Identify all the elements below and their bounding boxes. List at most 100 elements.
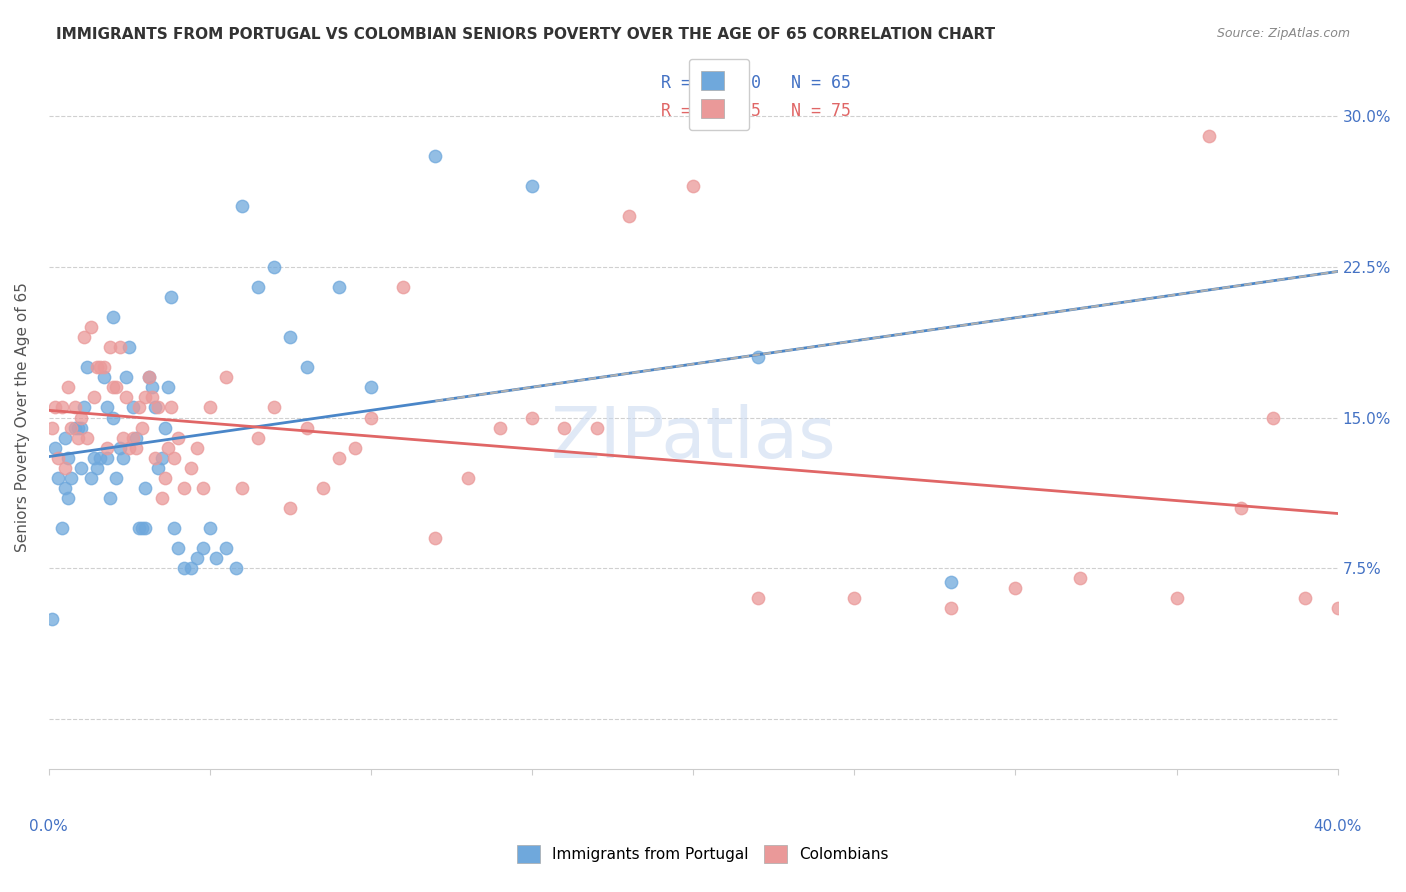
Point [131, 420, 153, 434]
Point [118, 340, 141, 354]
Point [844, 591, 866, 606]
Point [425, 149, 447, 163]
Point [148, 401, 170, 415]
Point [138, 370, 160, 384]
Point [53, 431, 76, 445]
Point [83, 450, 105, 465]
Point [747, 591, 769, 606]
Point [153, 471, 176, 485]
Point [939, 575, 962, 590]
Point [150, 491, 173, 505]
Point [1166, 591, 1188, 606]
Point [1198, 129, 1220, 144]
Point [96, 450, 118, 465]
Point [111, 431, 134, 445]
Point [53, 460, 76, 475]
Point [63, 420, 86, 434]
Point [328, 280, 350, 294]
Point [553, 420, 575, 434]
Point [141, 380, 163, 394]
Point [231, 199, 253, 213]
Point [193, 541, 215, 556]
Point [747, 350, 769, 364]
Point [1294, 591, 1316, 606]
Point [247, 280, 270, 294]
Point [98, 491, 121, 505]
Point [153, 420, 176, 434]
Point [83, 391, 105, 405]
Point [93, 370, 115, 384]
Point [51, 521, 73, 535]
Point [489, 420, 512, 434]
Text: R = -0.015   N = 75: R = -0.015 N = 75 [661, 103, 851, 120]
Point [186, 551, 208, 566]
Point [125, 441, 148, 455]
Point [98, 340, 121, 354]
Point [79, 320, 101, 334]
Point [193, 481, 215, 495]
Point [939, 601, 962, 615]
Legend: Immigrants from Portugal, Colombians: Immigrants from Portugal, Colombians [505, 832, 901, 875]
Point [1004, 582, 1026, 596]
Point [263, 260, 285, 274]
Point [48, 450, 70, 465]
Point [186, 441, 208, 455]
Point [60, 471, 83, 485]
Point [173, 481, 195, 495]
Point [96, 401, 118, 415]
Point [1069, 571, 1091, 585]
Point [56, 491, 79, 505]
Point [141, 391, 163, 405]
Point [118, 441, 141, 455]
Point [295, 420, 318, 434]
Point [53, 481, 76, 495]
Point [89, 450, 111, 465]
Point [70, 420, 93, 434]
Point [225, 561, 247, 575]
Point [86, 460, 108, 475]
Point [280, 500, 302, 515]
Point [425, 531, 447, 545]
Point [143, 450, 166, 465]
Point [93, 360, 115, 375]
Point [166, 431, 188, 445]
Point [86, 360, 108, 375]
Point [128, 521, 150, 535]
Point [131, 521, 153, 535]
Text: IMMIGRANTS FROM PORTUGAL VS COLOMBIAN SENIORS POVERTY OVER THE AGE OF 65 CORRELA: IMMIGRANTS FROM PORTUGAL VS COLOMBIAN SE… [56, 27, 995, 42]
Point [56, 380, 79, 394]
Point [205, 551, 228, 566]
Point [125, 431, 148, 445]
Point [73, 401, 96, 415]
Point [198, 521, 221, 535]
Point [160, 290, 183, 304]
Point [150, 450, 173, 465]
Point [121, 401, 143, 415]
Point [160, 401, 183, 415]
Point [76, 431, 98, 445]
Point [96, 441, 118, 455]
Point [79, 471, 101, 485]
Point [51, 401, 73, 415]
Point [163, 521, 186, 535]
Point [263, 401, 285, 415]
Point [73, 330, 96, 344]
Point [682, 179, 704, 194]
Point [295, 360, 318, 375]
Point [105, 471, 128, 485]
Point [134, 391, 156, 405]
Point [143, 401, 166, 415]
Point [70, 410, 93, 425]
Point [56, 450, 79, 465]
Point [198, 401, 221, 415]
Point [76, 360, 98, 375]
Point [111, 450, 134, 465]
Point [108, 340, 131, 354]
Point [247, 431, 270, 445]
Point [60, 420, 83, 434]
Point [41, 611, 63, 625]
Point [103, 310, 125, 324]
Point [121, 431, 143, 445]
Point [328, 450, 350, 465]
Point [166, 541, 188, 556]
